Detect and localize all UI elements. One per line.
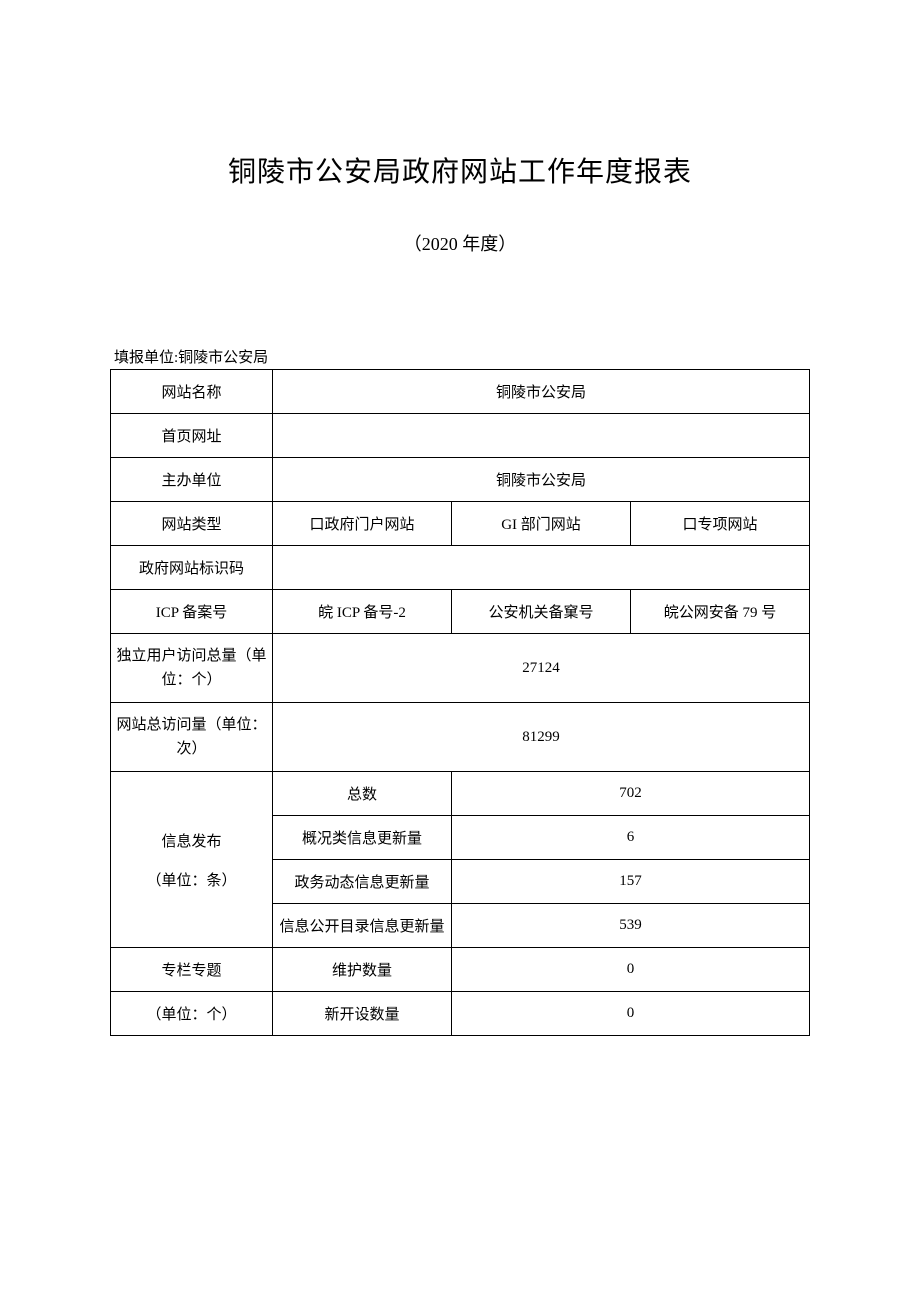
label-visitors: 独立用户访问总量（单位：个） [111,634,273,703]
label-info-publish: 信息发布 （单位：条） [111,772,273,948]
table-row: 网站类型 口政府门户网站 GI 部门网站 口专项网站 [111,502,810,546]
label-info-catalog: 信息公开目录信息更新量 [273,904,452,948]
label-visits: 网站总访问量（单位：次） [111,703,273,772]
report-table-container: 网站名称 铜陵市公安局 首页网址 主办单位 铜陵市公安局 网站类型 口政府门户网… [110,369,810,1036]
value-visitors: 27124 [273,634,810,703]
value-visits: 81299 [273,703,810,772]
table-row: 网站名称 铜陵市公安局 [111,370,810,414]
table-row: 独立用户访问总量（单位：个） 27124 [111,634,810,703]
label-police-record: 公安机关备窠号 [452,590,631,634]
report-table: 网站名称 铜陵市公安局 首页网址 主办单位 铜陵市公安局 网站类型 口政府门户网… [110,369,810,1036]
label-icp: ICP 备案号 [111,590,273,634]
value-gov-id [273,546,810,590]
table-row: （单位：个） 新开设数量 0 [111,992,810,1036]
table-row: 主办单位 铜陵市公安局 [111,458,810,502]
label-gov-id: 政府网站标识码 [111,546,273,590]
document-title: 铜陵市公安局政府网站工作年度报表 [0,150,920,190]
info-pub-line1: 信息发布 [115,830,268,851]
label-column-topic-1: 专栏专题 [111,948,273,992]
label-col-new: 新开设数量 [273,992,452,1036]
table-row: 信息发布 （单位：条） 总数 702 [111,772,810,816]
document-subtitle: （2020 年度） [0,230,920,256]
value-info-catalog: 539 [452,904,810,948]
label-info-overview: 概况类信息更新量 [273,816,452,860]
value-info-gov: 157 [452,860,810,904]
label-col-maintain: 维护数量 [273,948,452,992]
label-homepage: 首页网址 [111,414,273,458]
site-type-option-2: GI 部门网站 [452,502,631,546]
value-info-overview: 6 [452,816,810,860]
label-host-unit: 主办单位 [111,458,273,502]
value-homepage [273,414,810,458]
value-icp: 皖 ICP 备号-2 [273,590,452,634]
table-row: 专栏专题 维护数量 0 [111,948,810,992]
label-info-total: 总数 [273,772,452,816]
label-info-gov: 政务动态信息更新量 [273,860,452,904]
table-row: 政府网站标识码 [111,546,810,590]
label-site-name: 网站名称 [111,370,273,414]
site-type-option-3: 口专项网站 [631,502,810,546]
table-row: ICP 备案号 皖 ICP 备号-2 公安机关备窠号 皖公网安备 79 号 [111,590,810,634]
label-site-type: 网站类型 [111,502,273,546]
value-info-total: 702 [452,772,810,816]
value-col-new: 0 [452,992,810,1036]
reporter-unit: 填报单位:铜陵市公安局 [110,346,810,367]
info-pub-line2: （单位：条） [115,869,268,890]
value-site-name: 铜陵市公安局 [273,370,810,414]
label-column-topic-2: （单位：个） [111,992,273,1036]
value-police-record: 皖公网安备 79 号 [631,590,810,634]
table-row: 网站总访问量（单位：次） 81299 [111,703,810,772]
value-col-maintain: 0 [452,948,810,992]
value-host-unit: 铜陵市公安局 [273,458,810,502]
table-row: 首页网址 [111,414,810,458]
site-type-option-1: 口政府门户网站 [273,502,452,546]
